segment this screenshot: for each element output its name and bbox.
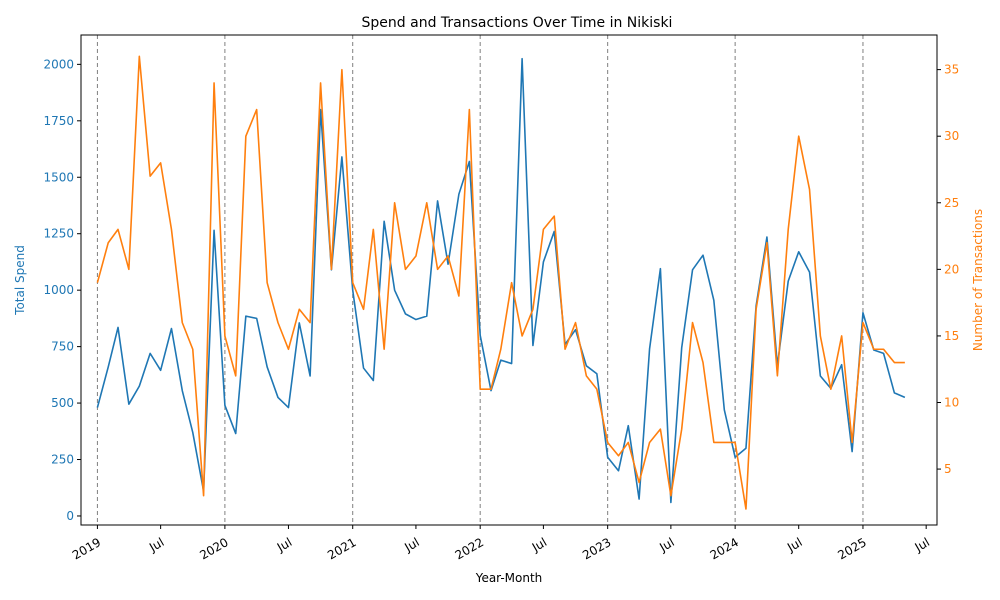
x-tick-label: Jul [146, 535, 166, 555]
x-tick-label: Jul [784, 535, 804, 555]
x-tick-label: Jul [656, 535, 676, 555]
plot-frame [80, 34, 938, 526]
y-tick-label-right: 25 [944, 196, 959, 210]
x-tick-label: Jul [274, 535, 294, 555]
x-tick-label: Jul [401, 535, 421, 555]
y-axis-right: 5 10 15 20 25 30 35 [937, 63, 959, 476]
y-tick-label-right: 20 [944, 262, 959, 276]
y-tick-label-left: 1250 [43, 227, 74, 241]
y-tick-label-left: 1750 [43, 114, 74, 128]
y-axis-label-left: Total Spend [13, 245, 27, 316]
y-tick-label-left: 750 [51, 340, 74, 354]
y-tick-label-left: 500 [51, 396, 74, 410]
x-tick-label: Jul [529, 535, 549, 555]
y-tick-label-right: 30 [944, 129, 959, 143]
y-tick-label-left: 0 [66, 509, 74, 523]
y-tick-label-right: 15 [944, 329, 959, 343]
y-tick-label-left: 2000 [43, 57, 74, 71]
x-axis-label: Year-Month [475, 571, 543, 585]
y-axis-label-right: Number of Transactions [971, 209, 985, 351]
y-axis-left: 0 250 500 750 1000 1250 1500 1750 2000 [43, 57, 81, 523]
y-tick-label-right: 5 [944, 462, 952, 476]
chart-title: Spend and Transactions Over Time in Niki… [362, 15, 673, 31]
transactions-line [96, 55, 905, 510]
y-tick-label-left: 250 [51, 453, 74, 467]
y-tick-label-left: 1500 [43, 170, 74, 184]
x-tick-label: Jul [912, 535, 932, 555]
transactions-series [96, 55, 905, 510]
y-tick-label-right: 10 [944, 396, 959, 410]
y-tick-label-right: 35 [944, 63, 959, 77]
y-tick-label-left: 1000 [43, 283, 74, 297]
